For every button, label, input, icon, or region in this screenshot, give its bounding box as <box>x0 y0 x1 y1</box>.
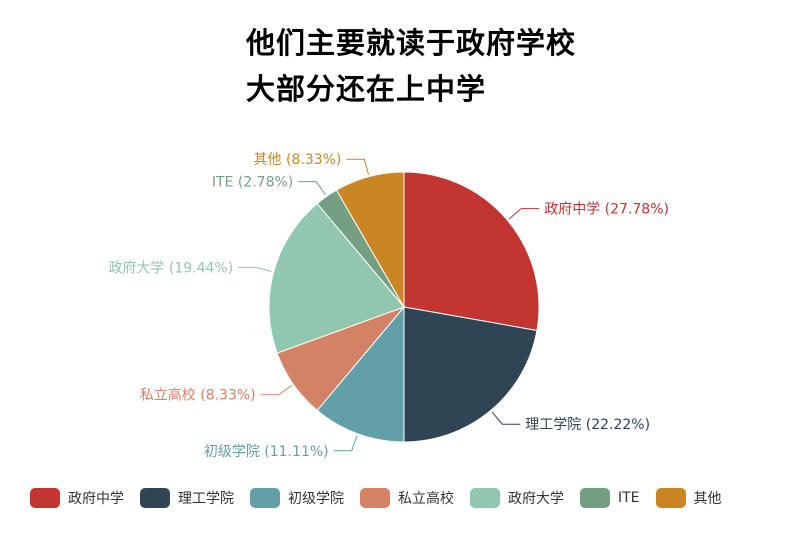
label-line-1 <box>491 411 521 425</box>
legend-item[interactable]: 政府中学 <box>30 488 124 508</box>
legend-item[interactable]: 初级学院 <box>250 488 344 508</box>
legend-label: 理工学院 <box>178 491 234 507</box>
legend-item[interactable]: 理工学院 <box>140 488 234 508</box>
legend-swatch <box>470 488 500 508</box>
pie-slice-1[interactable] <box>403 306 538 443</box>
slice-label-2: 初级学院 (11.11%) <box>204 443 329 460</box>
slice-label-0: 政府中学 (27.78%) <box>544 202 669 218</box>
legend-swatch <box>250 488 280 508</box>
legend-label: 政府大学 <box>508 491 564 507</box>
chart-title-line-1: 他们主要就读于政府学校 <box>246 26 577 60</box>
legend-swatch <box>140 488 170 508</box>
label-line-4 <box>238 266 272 273</box>
legend-label: 其他 <box>693 491 722 507</box>
legend-swatch <box>360 488 390 508</box>
slice-label-1: 理工学院 (22.22%) <box>525 417 650 433</box>
slice-label-6: 其他 (8.33%) <box>254 152 342 168</box>
slice-label-3: 私立高校 (8.33%) <box>140 387 256 404</box>
label-line-0 <box>508 208 540 220</box>
label-line-3 <box>260 385 293 396</box>
legend-swatch <box>30 488 60 508</box>
chart-title-line-2: 大部分还在上中学 <box>246 72 487 106</box>
pie-slice-6[interactable] <box>335 171 405 309</box>
label-line-2 <box>333 435 358 452</box>
legend-item[interactable]: 私立高校 <box>360 488 454 508</box>
pie-slice-2[interactable] <box>316 305 405 443</box>
legend-label: ITE <box>618 490 640 506</box>
pie-slice-4[interactable] <box>268 202 405 354</box>
legend: 政府中学 理工学院 初级学院 私立高校 政府大学 ITE 其他 <box>30 488 722 508</box>
legend-item[interactable]: 其他 <box>655 488 722 508</box>
label-line-5 <box>298 181 326 196</box>
legend-label: 初级学院 <box>288 491 344 507</box>
legend-swatch <box>580 488 610 508</box>
slice-label-4: 政府大学 (19.44%) <box>108 260 233 276</box>
label-line-6 <box>346 158 370 175</box>
legend-label: 私立高校 <box>398 491 454 507</box>
legend-label: 政府中学 <box>68 491 124 507</box>
slice-label-5: ITE (2.78%) <box>212 175 293 191</box>
legend-item[interactable]: ITE <box>580 488 640 508</box>
legend-item[interactable]: 政府大学 <box>470 488 564 508</box>
legend-swatch <box>655 488 686 508</box>
pie-slice-0[interactable] <box>403 171 540 332</box>
